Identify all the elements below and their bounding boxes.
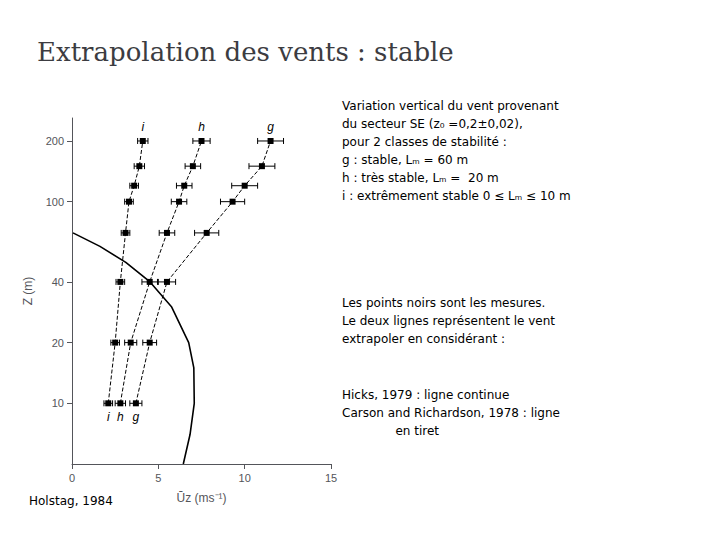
svg-text:i: i [141,120,144,134]
svg-text:i : extrêmement stable 0 ≤ Lₘ: i : extrêmement stable 0 ≤ Lₘ ≤ 10 m [342,189,571,203]
svg-text:du secteur SE (z₀ =0,2±0,02),: du secteur SE (z₀ =0,2±0,02), [342,117,523,131]
svg-text:Carson and Richardson, 1978 :: Carson and Richardson, 1978 : ligne [342,406,560,420]
svg-text:h : très stable, Lₘ = 20 m: h : très stable, Lₘ = 20 m [342,171,499,185]
svg-text:Le deux lignes représentent le: Le deux lignes représentent le vent [342,314,555,328]
svg-text:Hicks, 1979 : ligne continue: Hicks, 1979 : ligne continue [342,388,509,402]
svg-text:h: h [117,410,124,424]
svg-text:Ūz (ms⁻¹): Ūz (ms⁻¹) [177,491,227,505]
svg-text:g: g [133,410,140,424]
svg-text:Extrapolation des vents : stab: Extrapolation des vents : stable [37,37,454,67]
svg-text:200: 200 [46,135,64,147]
svg-text:extrapoler en considérant :: extrapoler en considérant : [342,332,505,346]
svg-text:100: 100 [46,196,64,208]
svg-text:5: 5 [155,472,161,484]
svg-text:10: 10 [239,472,251,484]
svg-text:i: i [107,410,110,424]
svg-text:40: 40 [52,276,64,288]
svg-text:Z (m): Z (m) [21,277,35,306]
svg-text:15: 15 [325,472,337,484]
svg-text:Holstag, 1984: Holstag, 1984 [29,494,113,508]
svg-text:0: 0 [69,472,75,484]
svg-text:Variation vertical du vent pro: Variation vertical du vent provenant [342,99,559,113]
svg-text:pour 2 classes de stabilité :: pour 2 classes de stabilité : [342,135,507,149]
svg-text:10: 10 [52,397,64,409]
svg-text:g : stable, Lₘ = 60 m: g : stable, Lₘ = 60 m [342,153,468,167]
svg-text:h: h [198,120,205,134]
svg-text:g: g [267,120,274,134]
svg-text:Les points noirs sont les mesu: Les points noirs sont les mesures. [342,296,545,310]
svg-text:20: 20 [52,337,64,349]
svg-text:en tiret: en tiret [342,424,439,438]
